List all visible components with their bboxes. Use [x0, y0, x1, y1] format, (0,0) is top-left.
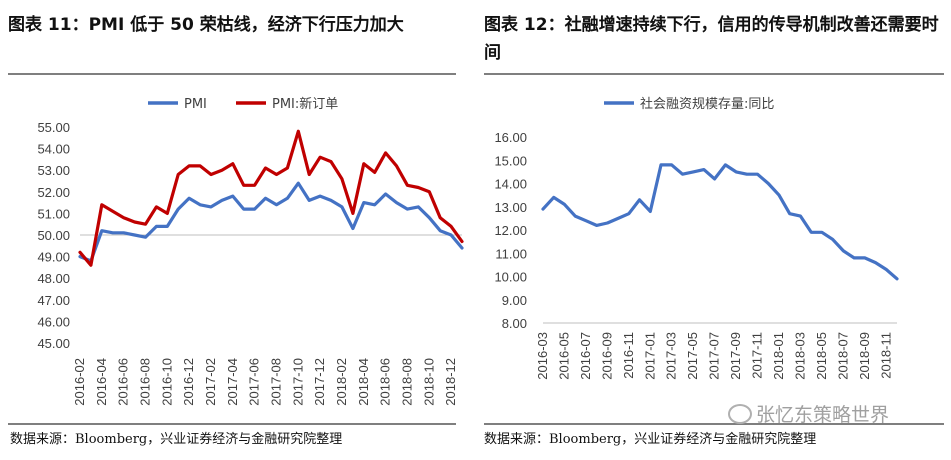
legend-label: PMI	[184, 97, 207, 112]
x-tick-label: 2016-12	[181, 358, 196, 406]
x-tick-label: 2018-10	[421, 358, 436, 406]
x-tick-label: 2017-11	[750, 332, 765, 379]
social-financing-chart: 16.00 15.00 14.00 13.00 12.00 11.00 10.00 9.00 8…	[494, 96, 899, 380]
x-tick-label: 2016-02	[72, 358, 87, 406]
y-tick-label: 51.00	[37, 206, 70, 221]
x-tick-label: 2018-06	[378, 358, 393, 406]
x-tick-label: 2018-02	[334, 358, 349, 406]
x-tick-label: 2018-12	[443, 358, 458, 406]
divider-line	[8, 423, 456, 425]
y-tick-label: 47.00	[37, 293, 70, 308]
y-tick-label: 9.00	[502, 293, 527, 308]
y-tick-label: 14.00	[494, 177, 527, 192]
y-tick-label: 54.00	[37, 142, 70, 157]
y-tick-label: 50.00	[37, 228, 70, 243]
x-tick-label: 2017-08	[268, 358, 283, 406]
x-tick-label: 2018-07	[835, 332, 850, 380]
x-tick-label: 2018-03	[792, 332, 807, 380]
divider-line	[8, 73, 456, 75]
x-tick-label: 2017-09	[728, 332, 743, 380]
left-chart-title: 图表 11：PMI 低于 50 荣枯线，经济下行压力加大	[8, 15, 404, 35]
x-tick-label: 2016-04	[94, 358, 109, 406]
pmi-chart: 55.00 54.00 53.00 52.00 51.00 50.00 49.00 48.00…	[37, 96, 464, 406]
x-tick-label: 2017-02	[203, 358, 218, 406]
y-tick-label: 11.00	[495, 246, 527, 261]
watermark: 张忆东策略世界	[756, 404, 890, 426]
x-tick-label: 2017-04	[225, 358, 240, 406]
y-tick-label: 55.00	[37, 120, 70, 135]
x-tick-label: 2016-09	[599, 332, 614, 380]
x-tick-label: 2017-07	[707, 332, 722, 380]
x-tick-label: 2018-04	[356, 358, 371, 406]
y-tick-label: 53.00	[37, 163, 70, 178]
x-tick-label: 2016-07	[578, 332, 593, 380]
series-line	[541, 163, 899, 281]
x-tick-label: 2018-11	[878, 332, 893, 379]
x-tick-label: 2016-03	[535, 332, 550, 380]
y-tick-label: 10.00	[494, 270, 527, 285]
legend-label: 社会融资规模存量:同比	[640, 96, 774, 112]
y-tick-label: 15.00	[494, 153, 527, 168]
wechat-icon	[728, 404, 752, 424]
x-tick-label: 2016-10	[159, 358, 174, 406]
y-tick-label: 52.00	[37, 185, 70, 200]
x-tick-label: 2017-05	[685, 332, 700, 380]
series-line	[78, 181, 464, 263]
divider-line	[484, 73, 944, 75]
x-tick-label: 2016-11	[621, 332, 636, 379]
x-tick-label: 2017-03	[664, 332, 679, 380]
y-tick-label: 16.00	[494, 130, 527, 145]
x-tick-label: 2017-12	[312, 358, 327, 406]
x-tick-label: 2016-08	[137, 358, 152, 406]
x-tick-label: 2018-01	[771, 332, 786, 380]
y-tick-label: 12.00	[494, 223, 527, 238]
x-tick-label: 2016-05	[556, 332, 571, 380]
series-line	[78, 129, 464, 267]
right-chart-title: 图表 12：社融增速持续下行，信用的传导机制改善还需要时间	[484, 15, 939, 63]
x-tick-label: 2017-10	[290, 358, 305, 406]
x-tick-label: 2018-08	[399, 358, 414, 406]
x-tick-label: 2018-09	[857, 332, 872, 380]
x-tick-label: 2017-06	[247, 358, 262, 406]
x-tick-label: 2018-05	[814, 332, 829, 380]
right-source-note: 数据来源：Bloomberg，兴业证券经济与金融研究院整理	[484, 432, 817, 447]
y-tick-label: 45.00	[37, 336, 70, 351]
y-tick-label: 48.00	[37, 271, 70, 286]
y-tick-label: 46.00	[37, 314, 70, 329]
y-tick-label: 49.00	[37, 250, 70, 265]
x-tick-label: 2017-01	[642, 332, 657, 380]
divider-line	[484, 423, 944, 425]
legend-label: PMI:新订单	[272, 96, 338, 112]
x-tick-label: 2016-06	[116, 358, 131, 406]
y-tick-label: 13.00	[494, 200, 527, 215]
y-tick-label: 8.00	[502, 316, 527, 331]
left-source-note: 数据来源：Bloomberg，兴业证券经济与金融研究院整理	[10, 432, 343, 447]
